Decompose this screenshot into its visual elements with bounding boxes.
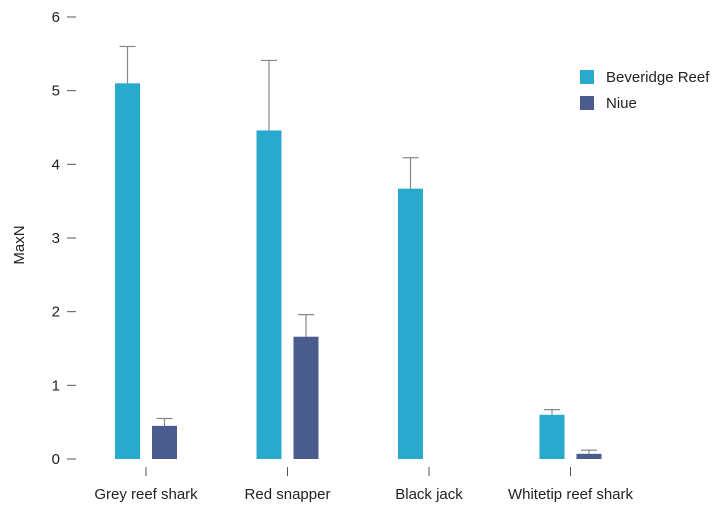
y-tick-label: 1 (52, 377, 60, 394)
bar (398, 188, 423, 460)
bars (115, 83, 602, 460)
y-tick-label: 4 (52, 156, 60, 173)
x-axis: Grey reef shark Red snapper Black jack Whit… (94, 467, 634, 503)
legend-swatch (580, 96, 594, 110)
y-tick-label: 6 (52, 9, 60, 26)
x-category-label: Red snapper (245, 486, 331, 503)
y-tick-label: 3 (52, 230, 60, 247)
x-category-label: Black jack (395, 486, 463, 503)
legend: Beveridge Reef Niue (580, 69, 710, 112)
y-tick-label: 5 (52, 83, 60, 100)
bar (539, 414, 565, 459)
y-axis-title: MaxN (11, 225, 28, 264)
bar (293, 336, 319, 459)
bar (576, 453, 602, 459)
y-axis: 0 1 2 3 4 5 6 (52, 9, 76, 468)
legend-label: Niue (606, 95, 637, 112)
bar (152, 425, 177, 459)
legend-label: Beveridge Reef (606, 69, 710, 86)
bar (115, 83, 140, 460)
y-tick-label: 0 (52, 451, 60, 468)
x-category-label: Grey reef shark (94, 486, 198, 503)
legend-swatch (580, 70, 594, 84)
y-tick-label: 2 (52, 304, 60, 321)
error-bars (119, 45, 597, 454)
bar (256, 130, 282, 460)
x-category-label: Whitetip reef shark (508, 486, 634, 503)
